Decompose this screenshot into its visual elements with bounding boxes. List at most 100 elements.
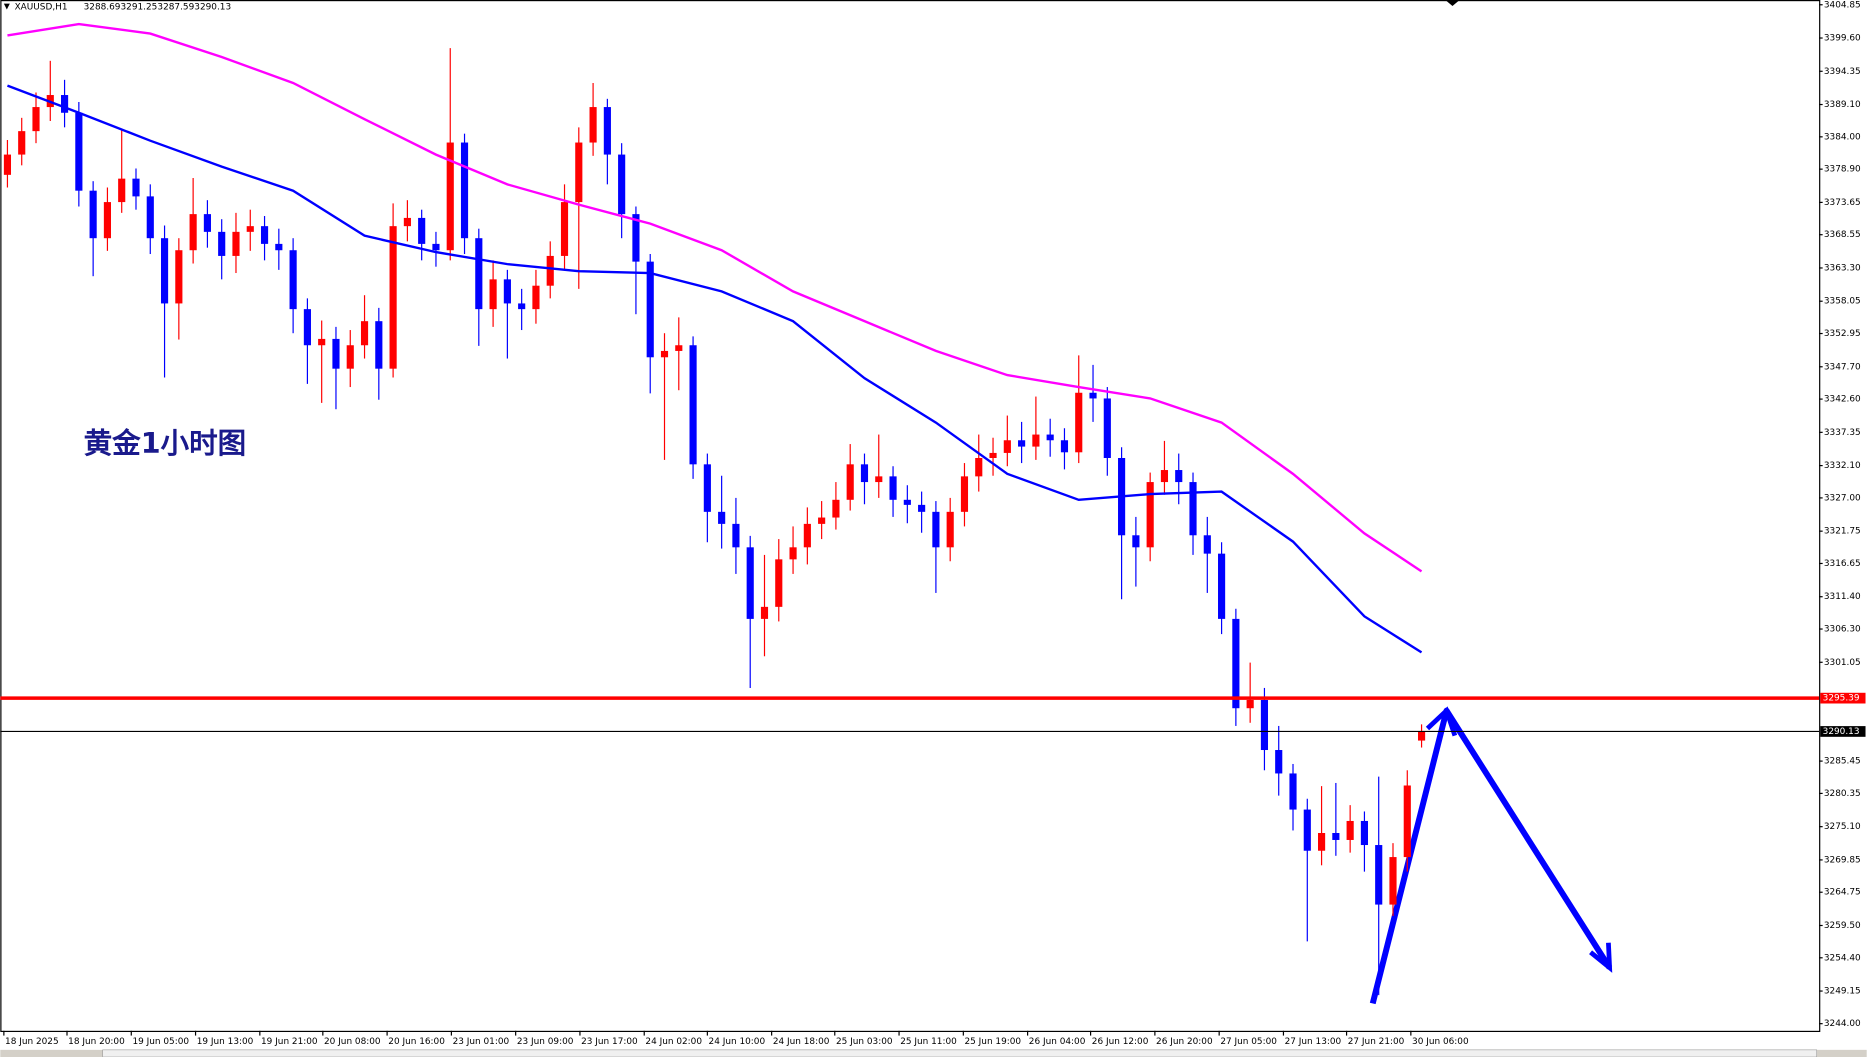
y-tick-label: 3337.35: [1824, 428, 1861, 438]
candle-body: [703, 464, 711, 512]
candle-body: [803, 523, 811, 548]
candle-body: [818, 517, 826, 524]
header-close: 3290.13: [194, 3, 231, 13]
x-tick-label: 27 Jun 21:00: [1348, 1037, 1405, 1047]
y-tick-label: 3285.45: [1824, 757, 1861, 767]
candle-body: [218, 231, 226, 256]
candle-body: [1089, 392, 1097, 399]
candle-body: [289, 250, 297, 310]
x-tick-label: 26 Jun 04:00: [1029, 1037, 1086, 1047]
candle-body: [1003, 440, 1011, 453]
candle-body: [118, 178, 126, 203]
x-tick-label: 25 Jun 19:00: [965, 1037, 1022, 1047]
symbol: XAUUSD,H1: [15, 3, 68, 13]
candle-body: [32, 107, 40, 132]
candle-body: [1246, 699, 1254, 709]
x-tick-label: 23 Jun 01:00: [453, 1037, 510, 1047]
y-tick-label: 3301.05: [1824, 658, 1861, 668]
candle-body: [346, 345, 354, 369]
candle-body: [775, 559, 783, 607]
candle-body: [689, 345, 697, 465]
candle-body: [1046, 434, 1054, 441]
candle-body: [1203, 535, 1211, 554]
candle-body: [603, 107, 611, 155]
y-tick-label: 3378.90: [1824, 165, 1861, 175]
candle-body: [560, 202, 569, 256]
price-label-box: [1820, 692, 1866, 704]
y-tick-label: 3394.35: [1824, 67, 1861, 77]
candle-body: [460, 142, 469, 239]
candle-body: [1018, 440, 1026, 447]
candle-body: [1332, 833, 1340, 840]
candle-body: [946, 511, 954, 548]
y-tick-label: 3316.65: [1824, 559, 1861, 569]
y-tick-label: 3254.40: [1824, 953, 1861, 963]
candle-body: [932, 511, 940, 548]
y-tick-label: 3332.10: [1824, 461, 1861, 471]
candle-body: [746, 547, 754, 619]
y-tick-label: 3280.35: [1824, 789, 1861, 799]
y-tick-label: 3269.85: [1824, 855, 1861, 865]
candle-body: [446, 142, 454, 251]
candle-body: [260, 226, 269, 244]
y-tick-label: 3389.10: [1824, 100, 1861, 110]
y-tick-label: 3275.10: [1824, 822, 1861, 832]
x-tick-label: 30 Jun 06:00: [1412, 1037, 1469, 1047]
candle-body: [1318, 833, 1326, 851]
candle-body: [61, 95, 69, 113]
candle-body: [203, 214, 211, 232]
candle-body: [1346, 820, 1354, 840]
candle-body: [275, 243, 283, 251]
candle-body: [975, 457, 983, 477]
candle-body: [575, 142, 583, 203]
candle-body: [1160, 470, 1169, 483]
y-tick-label: 3321.75: [1824, 527, 1861, 537]
candle-body: [989, 452, 997, 458]
candle-body: [160, 238, 169, 304]
candle-body: [875, 476, 883, 483]
candle-body: [1075, 392, 1083, 453]
candle-body: [432, 243, 440, 251]
candle-body: [960, 476, 969, 512]
candle-body: [418, 217, 426, 244]
candle-body: [332, 338, 340, 369]
y-tick-label: 3384.00: [1824, 132, 1861, 142]
candle-body: [518, 303, 526, 310]
candle-body: [618, 154, 626, 215]
candle-body: [75, 112, 83, 191]
candle-body: [389, 226, 397, 369]
candle-body: [103, 202, 111, 239]
x-tick-label: 26 Jun 20:00: [1156, 1037, 1213, 1047]
x-tick-label: 20 Jun 08:00: [324, 1037, 381, 1047]
candle-body: [860, 464, 869, 483]
y-tick-label: 3244.00: [1824, 1019, 1861, 1029]
candle-body: [1360, 820, 1369, 846]
candle-body: [1232, 618, 1240, 709]
y-tick-label: 3373.65: [1824, 198, 1861, 208]
candle-body: [718, 511, 726, 524]
marker: [1445, 0, 1460, 6]
candle-body: [675, 345, 683, 351]
scroll-thumb: [102, 1049, 1818, 1057]
candle-body: [1132, 535, 1140, 548]
candle-body: [1146, 482, 1154, 548]
candle-body: [503, 279, 511, 304]
x-tick-label: 27 Jun 05:00: [1220, 1037, 1277, 1047]
candle-body: [318, 338, 326, 346]
candle-body: [632, 214, 640, 262]
y-tick-label: 3404.85: [1824, 0, 1861, 10]
candle-body: [732, 523, 740, 548]
x-tick-label: 19 Jun 13:00: [197, 1037, 254, 1047]
x-tick-label: 19 Jun 05:00: [132, 1037, 189, 1047]
x-tick-label: 20 Jun 16:00: [388, 1037, 445, 1047]
price-label: 3290.13: [1823, 727, 1860, 737]
y-tick-label: 3347.70: [1824, 362, 1861, 372]
x-tick-label: 18 Jun 20:00: [68, 1037, 125, 1047]
candle-body: [846, 464, 854, 500]
moving-average: [7, 84, 1423, 654]
candle-body: [532, 285, 540, 310]
candle-body: [789, 547, 797, 560]
x-tick-label: 25 Jun 03:00: [836, 1037, 893, 1047]
y-tick-label: 3358.05: [1824, 297, 1861, 307]
